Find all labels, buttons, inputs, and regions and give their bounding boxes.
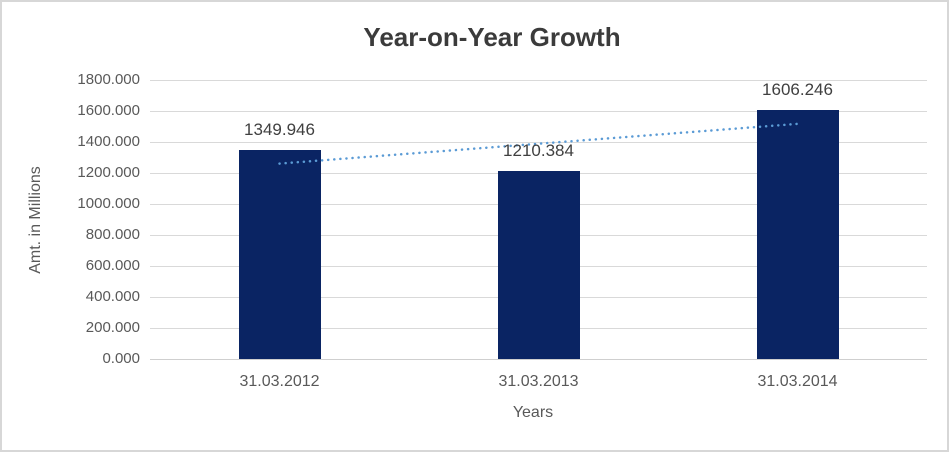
- bar-data-label: 1349.946: [244, 119, 315, 139]
- y-tick-label: 1600.000: [77, 102, 140, 119]
- y-tick-label: 1800.000: [77, 71, 140, 88]
- y-tick-label: 400.000: [85, 288, 140, 305]
- chart-title: Year-on-Year Growth: [363, 22, 621, 52]
- y-tick-label: 800.000: [85, 226, 140, 243]
- bar-data-label: 1606.246: [762, 80, 833, 100]
- y-tick-label: 1400.000: [77, 133, 140, 150]
- y-tick-label: 600.000: [85, 257, 140, 274]
- x-tick-label: 31.03.2013: [498, 373, 579, 390]
- y-tick-label: 1000.000: [77, 195, 140, 212]
- bar: [238, 149, 321, 359]
- bar: [497, 171, 580, 359]
- x-tick-label: 31.03.2012: [239, 373, 320, 390]
- y-tick-label: 200.000: [85, 319, 140, 336]
- bar-data-label: 1210.384: [503, 141, 574, 161]
- y-tick-label: 1200.000: [77, 164, 140, 181]
- x-axis-title: Years: [512, 404, 554, 421]
- bar: [756, 110, 839, 359]
- y-tick-label: 0.000: [102, 350, 140, 367]
- x-tick-label: 31.03.2014: [757, 373, 838, 390]
